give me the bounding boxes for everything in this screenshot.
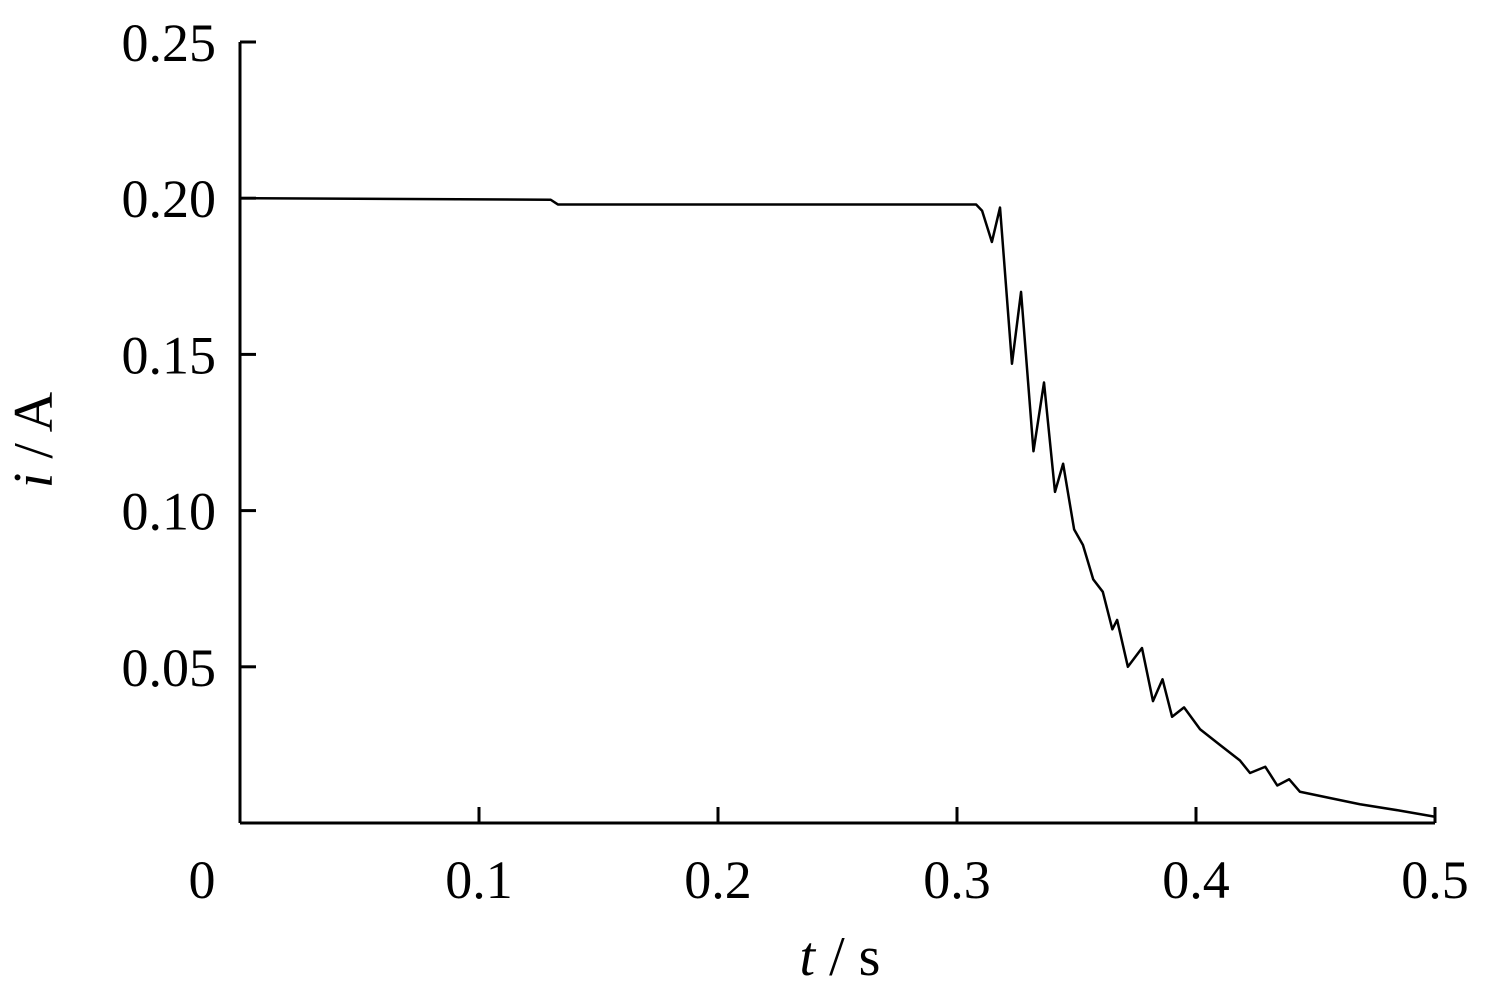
x-axis-label: t / s — [800, 926, 881, 985]
x-tick-label: 0.2 — [684, 850, 752, 910]
y-axis-label: i / A — [3, 391, 65, 488]
data-line — [239, 196, 1436, 818]
y-tick-label: 0.20 — [122, 169, 217, 229]
x-tick-label: 0.3 — [923, 850, 991, 910]
x-tick-label: 0.5 — [1401, 850, 1469, 910]
y-tick-label: 0.25 — [122, 13, 217, 73]
x-tick-label: 0 — [189, 850, 216, 910]
y-tick-label: 0.10 — [122, 482, 217, 542]
x-tick-label: 0.1 — [445, 850, 513, 910]
x-tick-label: 0.4 — [1162, 850, 1230, 910]
y-tick-label: 0.05 — [122, 638, 217, 698]
y-tick-label: 0.15 — [122, 325, 217, 385]
